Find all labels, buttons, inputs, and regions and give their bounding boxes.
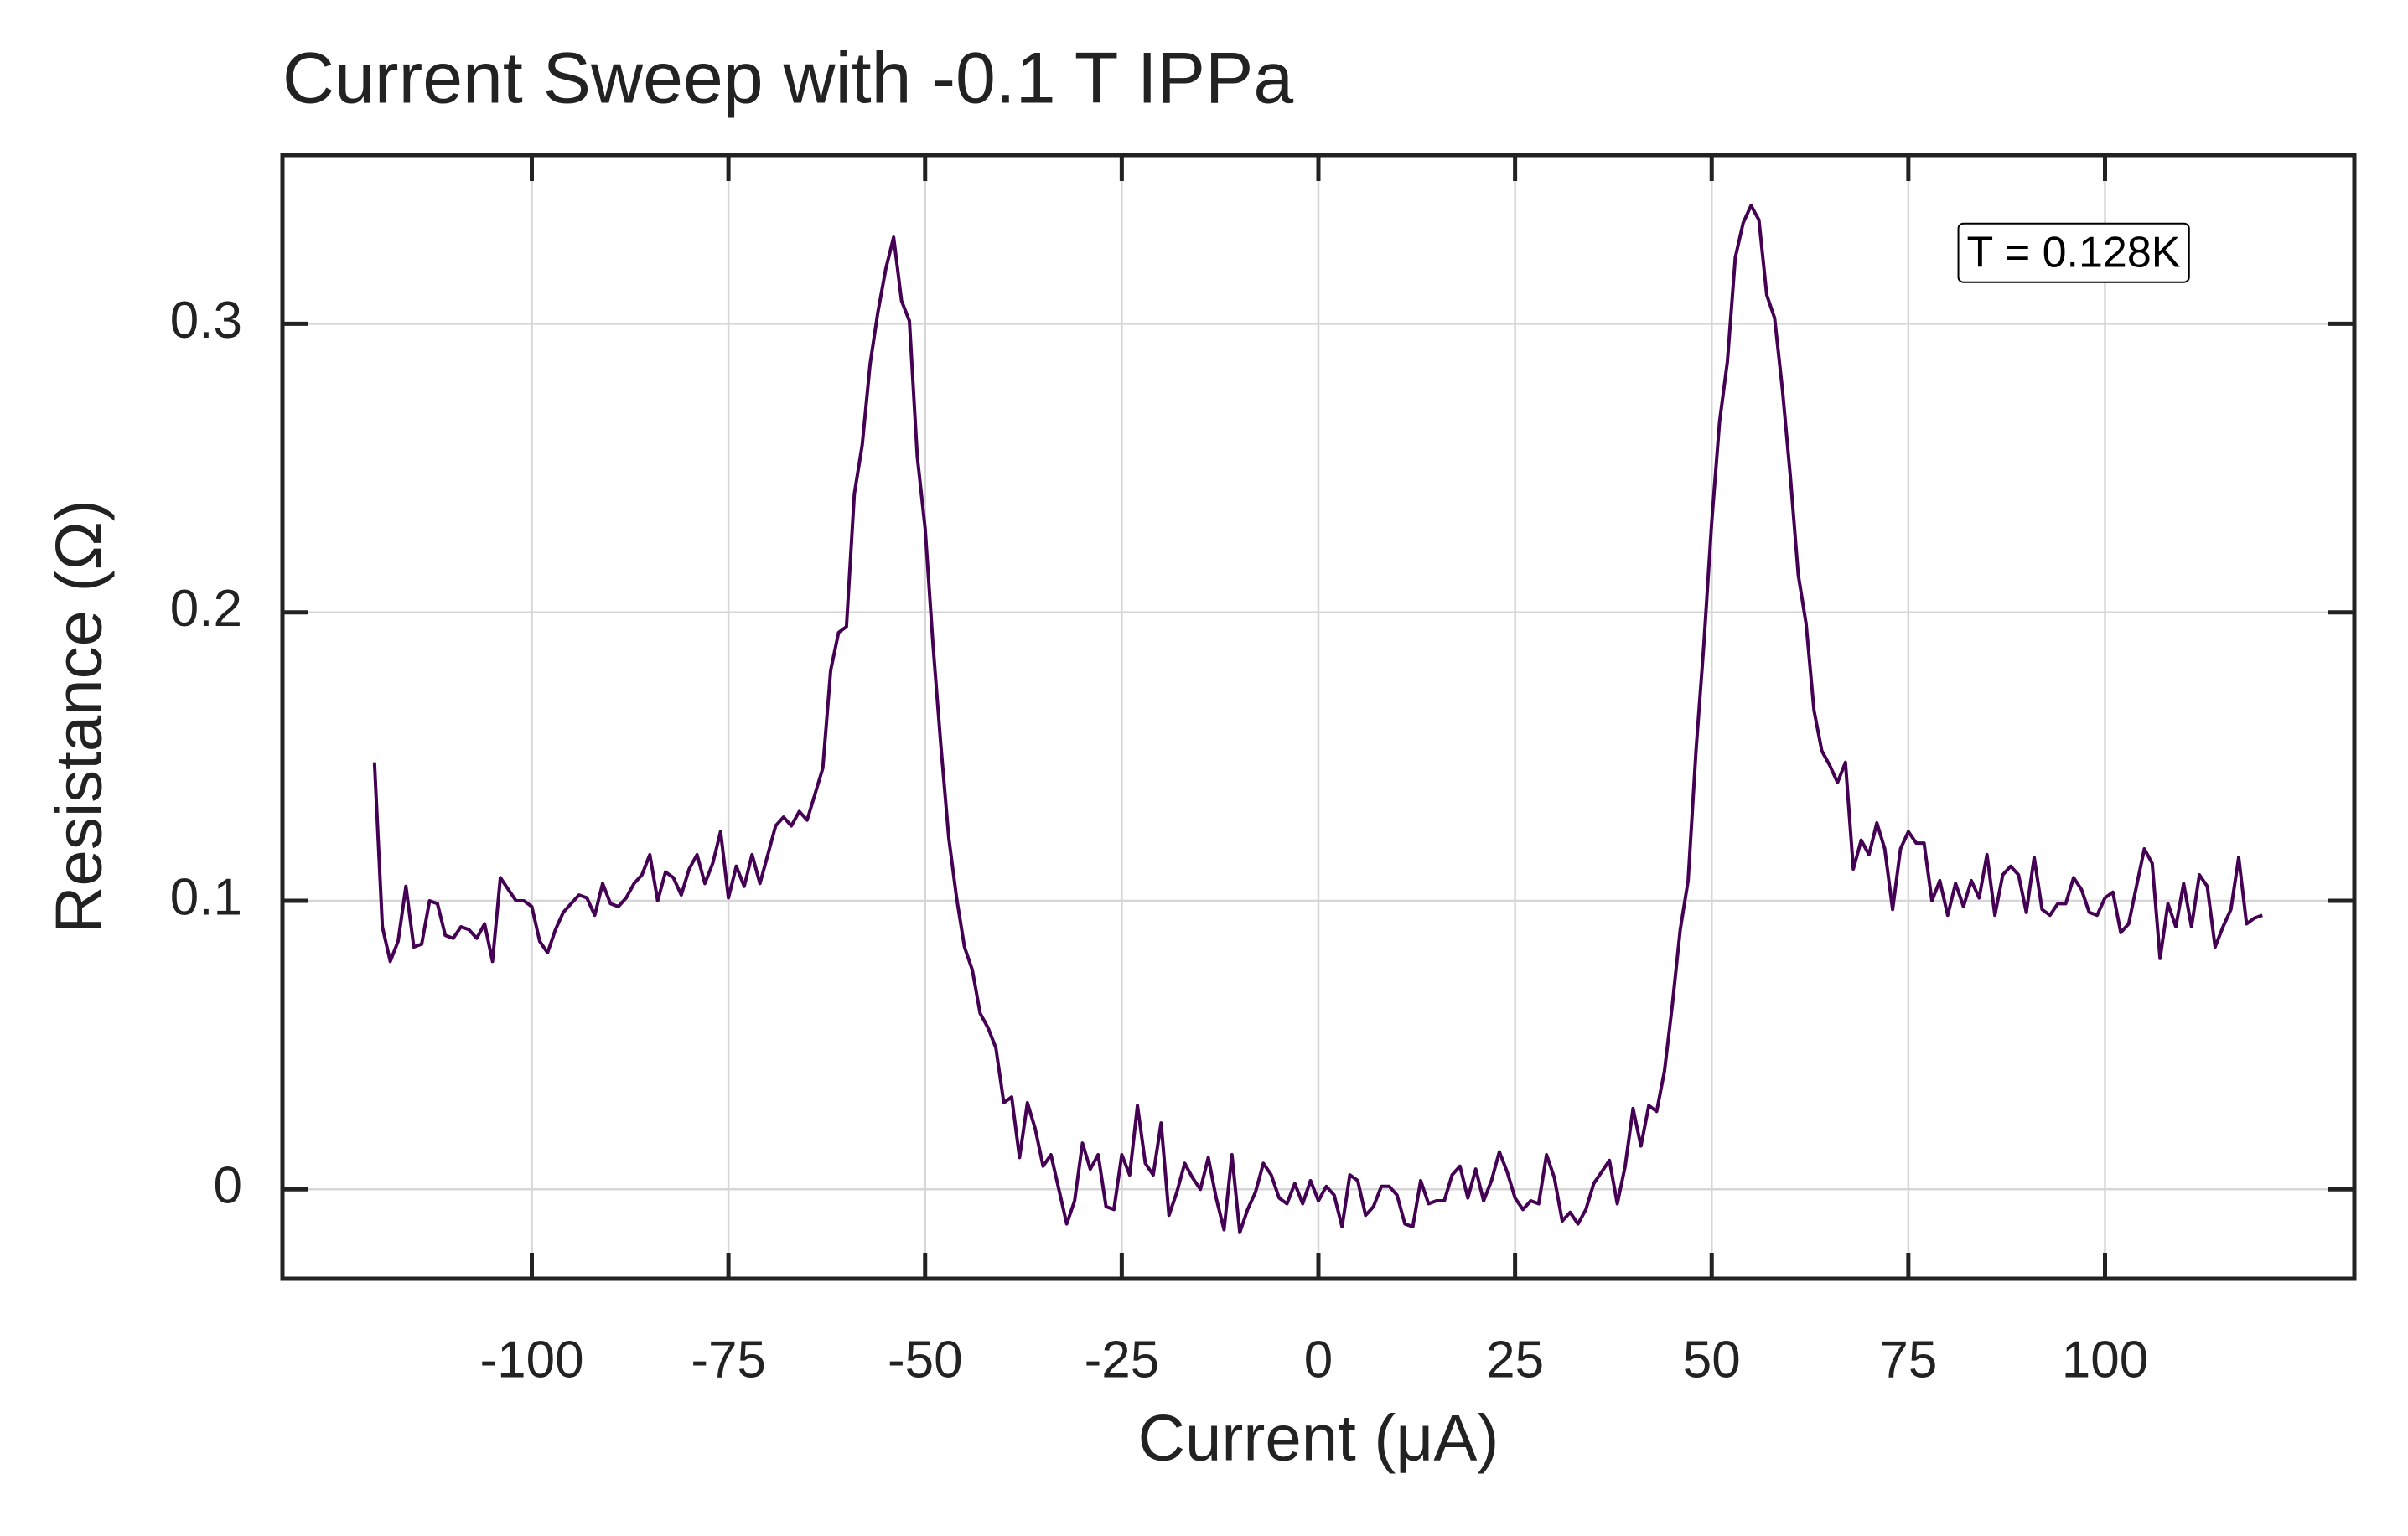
x-tick-label: -25 <box>1085 1331 1160 1389</box>
x-axis-label: Current (μA) <box>1138 1401 1499 1475</box>
y-tick-label: 0.3 <box>170 292 242 349</box>
axes: -100 -75 -50 -25 0 25 50 75 100 0 0.1 0.2 0.3 T = 0.1… <box>170 153 2357 1389</box>
y-tick-label: 0.2 <box>170 580 242 638</box>
chart-title: Current Sweep with -0.1 T IPPa <box>282 39 1293 119</box>
x-tick-label: -50 <box>888 1331 963 1389</box>
annotation: T = 0.128K <box>1967 229 2181 277</box>
x-tick-label: 50 <box>1683 1331 1741 1389</box>
x-tick-label: 75 <box>1879 1331 1937 1389</box>
x-tick-label: 25 <box>1486 1331 1544 1389</box>
x-tick-label: -75 <box>691 1331 766 1389</box>
data-line <box>372 204 2263 1234</box>
y-tick-label: 0.1 <box>170 868 242 926</box>
y-axis-label: Resistance (Ω) <box>42 499 116 933</box>
y-tick-label: 0 <box>214 1157 242 1215</box>
x-tick-label: 100 <box>2062 1331 2148 1389</box>
plot-frame <box>280 153 2357 1281</box>
plot-area <box>372 204 2263 1234</box>
annotation-box <box>1957 222 2190 283</box>
x-tick-label: -100 <box>479 1331 583 1389</box>
x-tick-label: 0 <box>1304 1331 1333 1389</box>
grid <box>282 155 2354 1279</box>
